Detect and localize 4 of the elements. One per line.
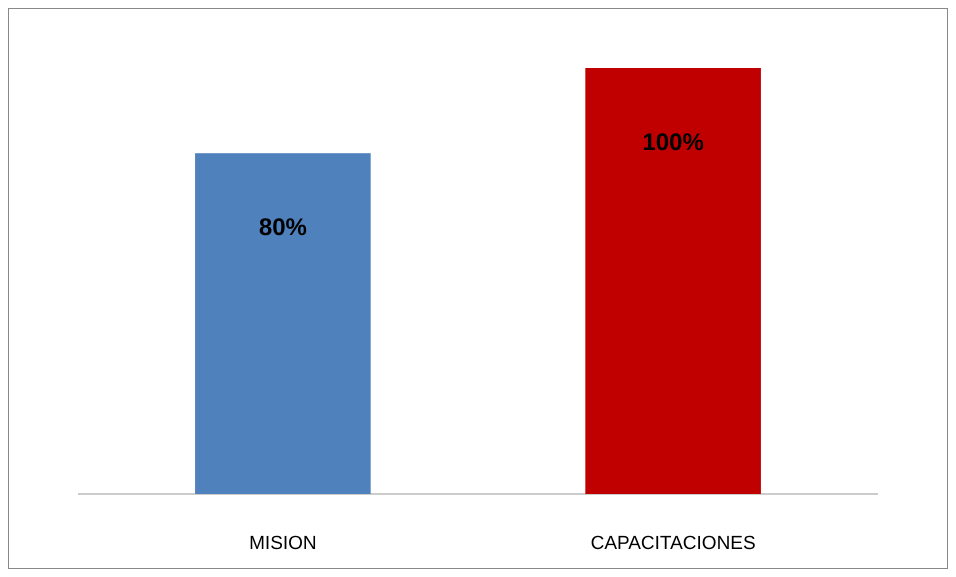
x-tick-label: CAPACITACIONES bbox=[590, 533, 756, 554]
data-label: 100% bbox=[642, 129, 704, 156]
data-label: 80% bbox=[258, 214, 307, 242]
x-tick-label: MISION bbox=[249, 533, 317, 554]
